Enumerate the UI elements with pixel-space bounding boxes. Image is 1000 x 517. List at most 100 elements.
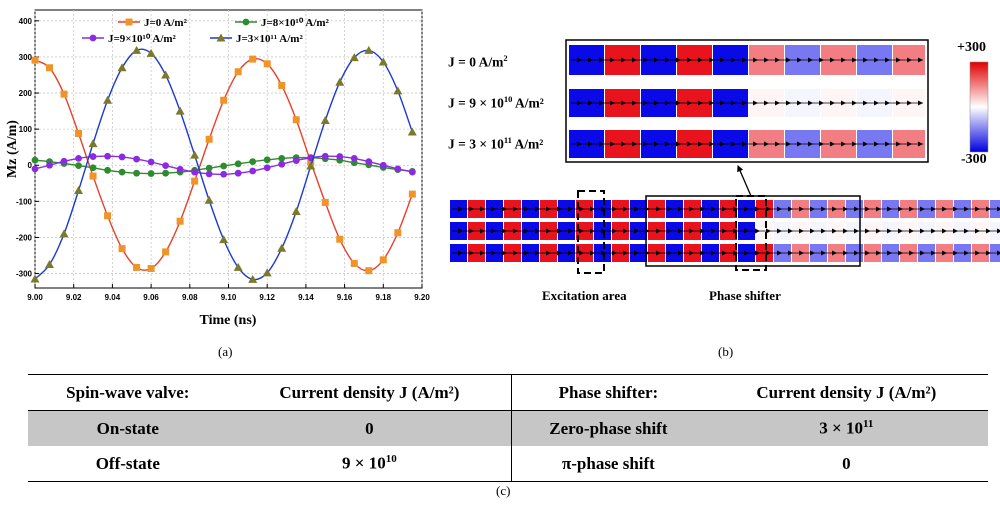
moment-arrowhead xyxy=(797,100,802,106)
moment-arrowhead xyxy=(700,250,705,256)
moment-arrowhead xyxy=(621,100,626,106)
moment-arrowhead xyxy=(876,228,881,234)
moment-arrowhead xyxy=(865,250,870,256)
moment-arrowhead xyxy=(458,228,463,234)
data-point xyxy=(133,263,141,271)
moment-arrowhead xyxy=(588,141,593,147)
moment-arrowhead xyxy=(678,206,683,212)
data-point xyxy=(365,267,373,275)
moment-arrowhead xyxy=(843,206,848,212)
moment-arrowhead xyxy=(610,100,615,106)
data-point xyxy=(335,77,345,86)
moment-arrowhead xyxy=(632,100,637,106)
moment-arrowhead xyxy=(986,206,991,212)
data-point xyxy=(60,157,68,165)
legend-item: J=3×10¹¹ A/m² xyxy=(210,33,303,45)
moment-arrowhead xyxy=(458,250,463,256)
moment-arrowhead xyxy=(819,100,824,106)
moment-arrowhead xyxy=(863,141,868,147)
moment-arrowhead xyxy=(986,250,991,256)
moment-arrowhead xyxy=(909,228,914,234)
strip-small-2 xyxy=(450,222,1000,240)
state-table: Spin-wave valve: Current density J (A/m²… xyxy=(28,374,988,482)
moment-arrowhead xyxy=(799,228,804,234)
moment-arrowhead xyxy=(667,250,672,256)
legend-marker xyxy=(216,33,226,42)
data-point xyxy=(364,45,374,54)
strip-small-1 xyxy=(450,200,1000,218)
cell-on-state: On-state xyxy=(96,418,159,438)
moment-arrowhead xyxy=(918,141,923,147)
moment-arrowhead xyxy=(689,250,694,256)
data-point xyxy=(350,154,358,162)
moment-arrowhead xyxy=(733,206,738,212)
moment-arrowhead xyxy=(557,228,562,234)
moment-arrowhead xyxy=(964,228,969,234)
moment-arrowhead xyxy=(909,206,914,212)
series-3 xyxy=(30,45,417,283)
moment-arrowhead xyxy=(579,228,584,234)
x-tick-label: 9.10 xyxy=(221,293,237,302)
moment-arrowhead xyxy=(942,228,947,234)
moment-arrowhead xyxy=(535,250,540,256)
moment-arrowhead xyxy=(665,100,670,106)
data-point xyxy=(379,161,387,169)
moment-arrowhead xyxy=(610,57,615,63)
moment-arrowhead xyxy=(931,228,936,234)
plot-frame xyxy=(34,9,423,289)
data-point xyxy=(46,64,54,72)
moment-arrowhead xyxy=(766,250,771,256)
data-point xyxy=(263,156,271,164)
moment-arrowhead xyxy=(720,141,725,147)
moment-arrowhead xyxy=(830,141,835,147)
header-spin-wave-valve: Spin-wave valve: xyxy=(66,382,190,402)
moment-arrowhead xyxy=(997,228,1000,234)
moment-arrowhead xyxy=(665,57,670,63)
moment-arrowhead xyxy=(557,250,562,256)
data-point xyxy=(278,81,286,89)
x-axis-ticks: 9.00 9.02 9.04 9.06 9.08 9.10 9.12 9.14 9.16 9.18… xyxy=(27,284,430,302)
moment-arrowhead xyxy=(786,141,791,147)
data-point xyxy=(408,168,416,176)
moment-arrowhead xyxy=(469,228,474,234)
moment-arrowhead xyxy=(920,250,925,256)
moment-arrowhead xyxy=(689,228,694,234)
moment-arrowhead xyxy=(766,206,771,212)
data-point xyxy=(104,212,112,220)
x-tick-label: 9.08 xyxy=(182,293,198,302)
y-tick-label: 200 xyxy=(19,89,33,98)
moment-arrowhead xyxy=(458,206,463,212)
moment-arrowhead xyxy=(764,100,769,106)
moment-arrowhead xyxy=(852,141,857,147)
moment-arrowhead xyxy=(698,141,703,147)
y-tick-label: -100 xyxy=(16,197,33,206)
moment-arrowhead xyxy=(733,250,738,256)
moment-arrowhead xyxy=(797,141,802,147)
moment-arrowhead xyxy=(535,228,540,234)
cell-pi-phase: π-phase shift xyxy=(561,453,655,473)
moment-arrowhead xyxy=(821,250,826,256)
moment-arrowhead xyxy=(513,228,518,234)
moment-arrowhead xyxy=(942,250,947,256)
moment-arrowhead xyxy=(722,250,727,256)
moment-arrowhead xyxy=(676,141,681,147)
legend-marker xyxy=(89,34,97,42)
cell-zero-phase: Zero-phase shift xyxy=(549,418,668,438)
moment-arrowhead xyxy=(678,228,683,234)
data-point xyxy=(263,60,271,68)
moment-arrowhead xyxy=(863,57,868,63)
x-tick-label: 9.16 xyxy=(337,293,353,302)
moment-arrowhead xyxy=(786,57,791,63)
moment-arrowhead xyxy=(667,206,672,212)
data-point xyxy=(133,155,140,163)
moment-arrowhead xyxy=(623,228,628,234)
moment-arrowhead xyxy=(588,57,593,63)
moment-arrowhead xyxy=(997,250,1000,256)
strip-j0 xyxy=(569,45,925,75)
cell-on-density: 0 xyxy=(227,410,513,446)
moment-arrowhead xyxy=(621,57,626,63)
top-strips xyxy=(569,45,925,158)
moment-arrowhead xyxy=(920,206,925,212)
data-point xyxy=(205,135,213,143)
data-point xyxy=(175,106,185,115)
